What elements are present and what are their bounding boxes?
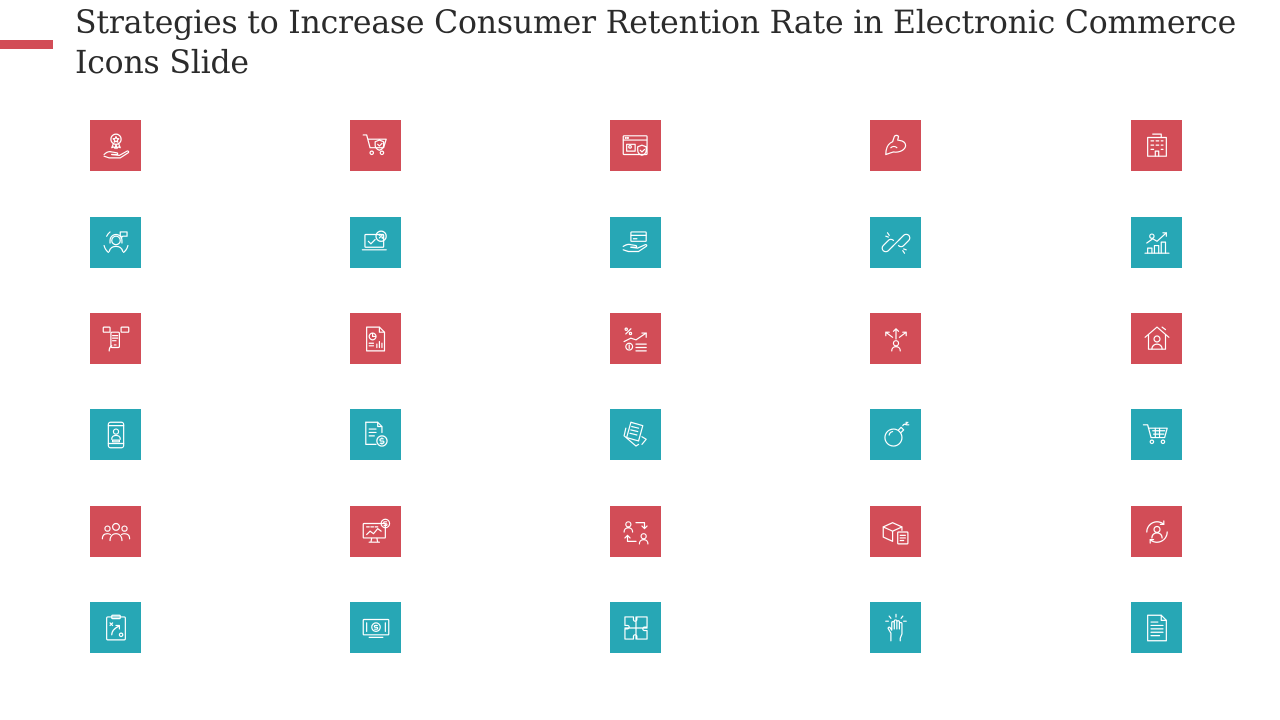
shopping-cart-tile bbox=[1131, 409, 1182, 460]
money-tile bbox=[350, 602, 401, 653]
shopping-cart-shield-tile bbox=[350, 120, 401, 171]
home-person-icon bbox=[1144, 326, 1169, 350]
office-building-icon bbox=[1146, 133, 1167, 157]
mobile-user-icon bbox=[107, 421, 124, 448]
home-person-tile bbox=[1131, 313, 1182, 364]
hand-award-icon bbox=[103, 133, 129, 158]
report-analysis-icon bbox=[365, 326, 385, 351]
people-exchange-tile bbox=[610, 506, 661, 557]
bomb-icon bbox=[883, 421, 909, 447]
decision-arrows-icon bbox=[884, 327, 907, 351]
browser-security-icon bbox=[622, 134, 648, 156]
arm-strength-tile bbox=[870, 120, 921, 171]
discount-growth-icon bbox=[623, 327, 647, 351]
shopping-cart-shield-icon bbox=[362, 133, 387, 155]
puzzle-tile bbox=[610, 602, 661, 653]
document-tile bbox=[1131, 602, 1182, 653]
title-accent-bar bbox=[0, 40, 53, 49]
browser-security-tile bbox=[610, 120, 661, 171]
hand-phone-chat-icon bbox=[102, 326, 129, 351]
shopping-cart-icon bbox=[1142, 423, 1168, 444]
document-icon bbox=[1146, 614, 1167, 641]
documents-icon bbox=[623, 421, 647, 447]
hand-card-tile bbox=[610, 217, 661, 268]
slide-title: Strategies to Increase Consumer Retentio… bbox=[75, 5, 1237, 81]
monitor-finance-tile bbox=[350, 506, 401, 557]
documents-tile bbox=[610, 409, 661, 460]
package-checklist-tile bbox=[870, 506, 921, 557]
user-refresh-icon bbox=[1145, 519, 1168, 544]
bomb-tile bbox=[870, 409, 921, 460]
growth-chart-icon bbox=[1144, 231, 1169, 254]
discount-growth-tile bbox=[610, 313, 661, 364]
decision-arrows-tile bbox=[870, 313, 921, 364]
monitor-finance-icon bbox=[362, 518, 390, 543]
customer-support-tile bbox=[90, 217, 141, 268]
document-dollar-icon bbox=[364, 421, 388, 447]
team-group-icon bbox=[101, 522, 130, 541]
hand-burst-tile bbox=[870, 602, 921, 653]
people-exchange-icon bbox=[623, 520, 648, 544]
hand-burst-icon bbox=[884, 613, 907, 641]
broken-link-icon bbox=[881, 231, 910, 254]
team-group-tile bbox=[90, 506, 141, 557]
laptop-discount-icon bbox=[361, 230, 387, 250]
hand-card-icon bbox=[622, 230, 647, 252]
office-building-tile bbox=[1131, 120, 1182, 171]
clipboard-strategy-icon bbox=[105, 614, 126, 640]
growth-chart-tile bbox=[1131, 217, 1182, 268]
money-icon bbox=[362, 618, 389, 638]
user-refresh-tile bbox=[1131, 506, 1182, 557]
package-checklist-icon bbox=[882, 521, 908, 544]
puzzle-icon bbox=[623, 615, 648, 640]
laptop-discount-tile bbox=[350, 217, 401, 268]
customer-support-icon bbox=[103, 230, 128, 253]
arm-strength-icon bbox=[884, 134, 906, 155]
clipboard-strategy-tile bbox=[90, 602, 141, 653]
mobile-user-tile bbox=[90, 409, 141, 460]
hand-award-tile bbox=[90, 120, 141, 171]
report-analysis-tile bbox=[350, 313, 401, 364]
broken-link-tile bbox=[870, 217, 921, 268]
document-dollar-tile bbox=[350, 409, 401, 460]
hand-phone-chat-tile bbox=[90, 313, 141, 364]
